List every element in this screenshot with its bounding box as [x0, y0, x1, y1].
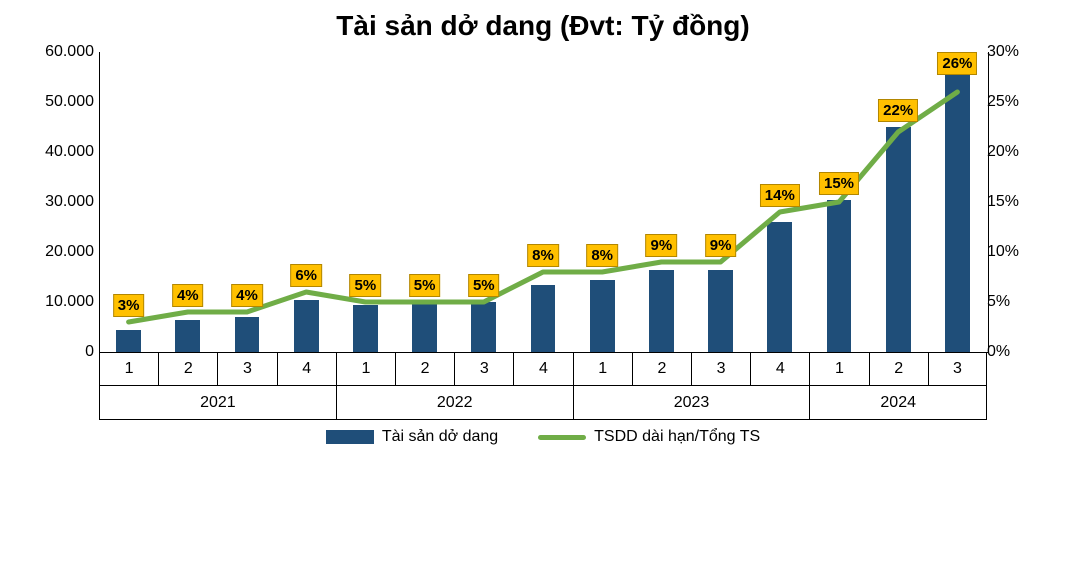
- x-quarter-cell: 1: [336, 352, 395, 386]
- x-quarter-cell: 1: [809, 352, 868, 386]
- percent-label: 14%: [760, 184, 800, 207]
- x-quarter-cell: 2: [632, 352, 691, 386]
- y-left-tick: 50.000: [34, 93, 94, 111]
- percent-label: 26%: [937, 52, 977, 75]
- chart-title: Tài sản dở dang (Đvt: Tỷ đồng): [40, 10, 1046, 42]
- x-year-cell: 2022: [336, 386, 573, 420]
- y-right-tick: 5%: [987, 293, 1047, 311]
- y-left-tick: 20.000: [34, 243, 94, 261]
- percent-label: 8%: [586, 244, 618, 267]
- percent-label: 6%: [290, 264, 322, 287]
- x-year-cell: 2024: [809, 386, 987, 420]
- y-left-tick: 10.000: [34, 293, 94, 311]
- x-quarter-cell: 2: [395, 352, 454, 386]
- x-quarter-cell: 3: [691, 352, 750, 386]
- y-left-tick: 0: [34, 343, 94, 361]
- legend-item-bar: Tài sản dở dang: [326, 428, 498, 446]
- x-quarter-cell: 3: [454, 352, 513, 386]
- x-quarter-cell: 4: [750, 352, 809, 386]
- legend: Tài sản dở dang TSDD dài hạn/Tổng TS: [40, 428, 1046, 446]
- percent-label: 5%: [409, 274, 441, 297]
- y-axis-right: 0%5%10%15%20%25%30%: [987, 52, 1047, 352]
- x-quarter-cell: 3: [217, 352, 276, 386]
- legend-swatch-bar: [326, 430, 374, 444]
- percent-label: 3%: [113, 294, 145, 317]
- percent-label: 5%: [350, 274, 382, 297]
- chart-container: Tài sản dở dang (Đvt: Tỷ đồng) 010.00020…: [0, 0, 1086, 582]
- x-quarter-cell: 4: [277, 352, 336, 386]
- x-year-cell: 2021: [99, 386, 336, 420]
- y-left-tick: 60.000: [34, 43, 94, 61]
- y-right-tick: 30%: [987, 43, 1047, 61]
- percent-label: 9%: [705, 234, 737, 257]
- x-quarter-cell: 3: [928, 352, 987, 386]
- x-row-quarters: 123412341234123: [99, 352, 987, 386]
- line-layer: [99, 52, 987, 352]
- y-right-tick: 15%: [987, 193, 1047, 211]
- x-quarter-cell: 4: [513, 352, 572, 386]
- y-right-tick: 25%: [987, 93, 1047, 111]
- x-year-cell: 2023: [573, 386, 810, 420]
- percent-label: 22%: [878, 99, 918, 122]
- percent-label: 15%: [819, 172, 859, 195]
- legend-item-line: TSDD dài hạn/Tổng TS: [538, 428, 760, 446]
- x-axis: 1234123412341232021202220232024: [99, 352, 987, 420]
- y-right-tick: 20%: [987, 143, 1047, 161]
- percent-label: 4%: [231, 284, 263, 307]
- y-left-tick: 30.000: [34, 193, 94, 211]
- plot-area: 010.00020.00030.00040.00050.00060.000 0%…: [99, 52, 987, 352]
- percent-label: 4%: [172, 284, 204, 307]
- percent-label: 8%: [527, 244, 559, 267]
- legend-label-bar: Tài sản dở dang: [382, 428, 498, 446]
- y-right-tick: 0%: [987, 343, 1047, 361]
- y-axis-left: 010.00020.00030.00040.00050.00060.000: [34, 52, 94, 352]
- x-quarter-cell: 1: [99, 352, 158, 386]
- percent-label: 9%: [646, 234, 678, 257]
- percent-label: 5%: [468, 274, 500, 297]
- x-row-years: 2021202220232024: [99, 386, 987, 420]
- legend-label-line: TSDD dài hạn/Tổng TS: [594, 428, 760, 446]
- legend-swatch-line: [538, 435, 586, 440]
- x-quarter-cell: 2: [869, 352, 928, 386]
- x-quarter-cell: 2: [158, 352, 217, 386]
- y-right-tick: 10%: [987, 243, 1047, 261]
- x-quarter-cell: 1: [573, 352, 632, 386]
- y-left-tick: 40.000: [34, 143, 94, 161]
